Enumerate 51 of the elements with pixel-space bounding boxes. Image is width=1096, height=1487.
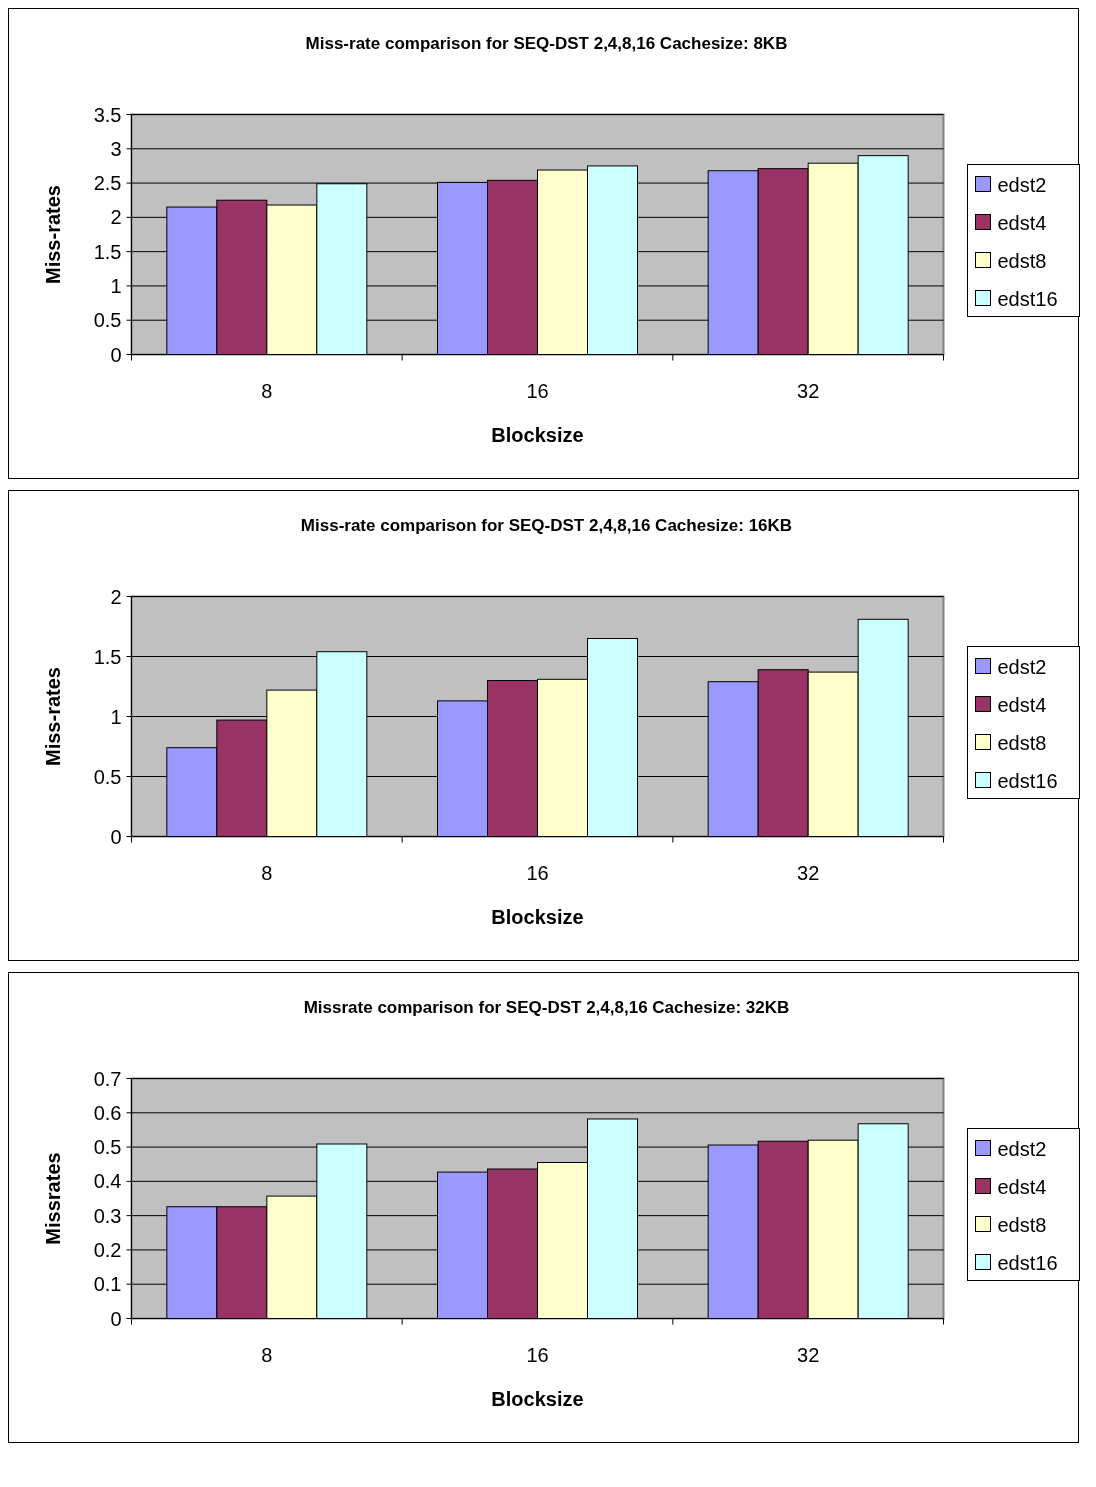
y-tick-label: 0.2	[93, 1238, 122, 1261]
x-axis-title: Blocksize	[491, 905, 584, 928]
x-tick-label: 16	[526, 861, 549, 884]
chart-title: Missrate comparison for SEQ-DST 2,4,8,16 Cachesize: 32KB	[303, 997, 790, 1017]
y-axis-title: Miss-rates	[41, 667, 64, 766]
legend-label: edst2	[997, 1137, 1047, 1160]
y-tick-label: 0.6	[93, 1101, 122, 1124]
legend-label: edst2	[997, 655, 1047, 678]
legend-label: edst8	[997, 731, 1047, 754]
legend-label: edst16	[997, 1251, 1058, 1274]
y-axis-title: Missrates	[41, 1152, 64, 1245]
legend-label: edst8	[997, 249, 1047, 272]
y-tick-label: 1	[110, 274, 122, 297]
y-tick-label: 1.5	[93, 645, 122, 668]
chart-title: Miss-rate comparison for SEQ-DST 2,4,8,16 Cachesize: 8KB	[305, 33, 788, 53]
y-tick-label: 0.5	[93, 1136, 122, 1159]
chart-title: Miss-rate comparison for SEQ-DST 2,4,8,16 Cachesize: 16KB	[300, 515, 793, 535]
y-tick-label: 0.1	[93, 1273, 122, 1296]
x-tick-label: 32	[797, 379, 820, 402]
legend-label: edst4	[997, 1175, 1047, 1198]
legend-label: edst4	[997, 211, 1047, 234]
y-tick-label: 3.5	[93, 103, 122, 126]
y-tick-label: 0.5	[93, 765, 122, 788]
y-tick-label: 2	[110, 206, 122, 229]
x-tick-label: 8	[261, 379, 273, 402]
y-tick-label: 0.5	[93, 309, 122, 332]
y-tick-label: 2	[110, 585, 122, 608]
x-axis-title: Blocksize	[491, 1387, 584, 1410]
legend-label: edst8	[997, 1213, 1047, 1236]
x-tick-label: 16	[526, 1343, 549, 1366]
y-tick-label: 2.5	[93, 172, 122, 195]
y-tick-label: 1.5	[93, 240, 122, 263]
y-tick-label: 1	[110, 705, 122, 728]
x-tick-label: 8	[261, 861, 273, 884]
x-tick-label: 16	[526, 379, 549, 402]
legend-label: edst16	[997, 287, 1058, 310]
legend-label: edst2	[997, 173, 1047, 196]
y-tick-label: 0.3	[93, 1204, 122, 1227]
x-tick-label: 32	[797, 861, 820, 884]
y-tick-label: 3	[110, 137, 122, 160]
y-tick-label: 0	[110, 343, 122, 366]
x-tick-label: 32	[797, 1343, 820, 1366]
legend-label: edst4	[997, 693, 1047, 716]
y-tick-label: 0	[110, 825, 122, 848]
legend-label: edst16	[997, 769, 1058, 792]
y-tick-label: 0.7	[93, 1067, 122, 1090]
y-tick-label: 0.4	[93, 1170, 122, 1193]
y-tick-label: 0	[110, 1307, 122, 1330]
y-axis-title: Miss-rates	[41, 185, 64, 284]
x-tick-label: 8	[261, 1343, 273, 1366]
x-axis-title: Blocksize	[491, 423, 584, 446]
